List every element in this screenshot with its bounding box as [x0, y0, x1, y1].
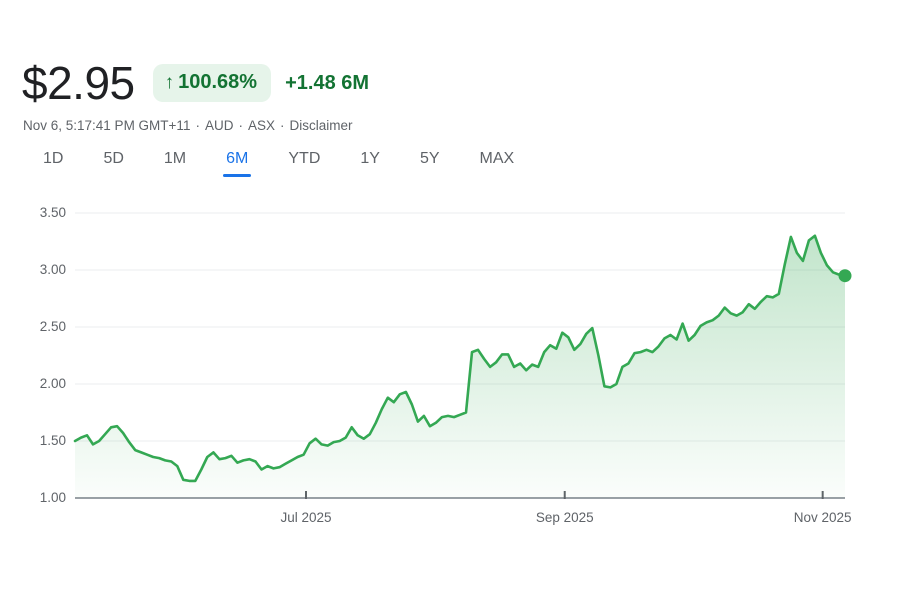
- chart-plot-area[interactable]: [0, 195, 900, 555]
- y-axis-label: 2.00: [39, 376, 66, 391]
- y-axis-label: 1.00: [39, 490, 66, 505]
- current-price: $2.95: [22, 57, 135, 109]
- quote-meta: Nov 6, 5:17:41 PM GMT+11 · AUD · ASX · D…: [23, 118, 353, 133]
- absolute-change-value: +1.48: [285, 71, 336, 94]
- tab-5y[interactable]: 5Y: [419, 150, 440, 167]
- price-header: $2.95 ↑ 100.68% +1.48 6M: [22, 56, 369, 110]
- percent-change-badge: ↑ 100.68%: [152, 64, 272, 102]
- tab-6m[interactable]: 6M: [223, 150, 252, 177]
- absolute-change: +1.48 6M: [285, 72, 369, 95]
- y-axis-label: 3.50: [39, 205, 66, 220]
- y-axis-label: 2.50: [39, 319, 66, 334]
- time-range-tabs: 1D 5D 1M 6M YTD 1Y 5Y MAX: [43, 150, 514, 177]
- tab-1d[interactable]: 1D: [43, 150, 64, 167]
- x-axis-label: Sep 2025: [535, 510, 594, 525]
- price-area-fill: [75, 235, 845, 499]
- x-axis-label: Nov 2025: [793, 510, 852, 525]
- percent-change-value: 100.68%: [178, 71, 258, 93]
- disclaimer-link[interactable]: Disclaimer: [289, 118, 353, 133]
- tab-max[interactable]: MAX: [479, 150, 515, 167]
- tab-ytd[interactable]: YTD: [288, 150, 321, 167]
- y-axis-label: 1.50: [39, 433, 66, 448]
- price-chart: 1.00 1.50 2.00 2.50 3.00 3.50 Jul 2025 Sep 2025…: [0, 195, 900, 555]
- tab-1m[interactable]: 1M: [163, 150, 187, 167]
- tab-5d[interactable]: 5D: [103, 150, 124, 167]
- tab-1y[interactable]: 1Y: [360, 150, 380, 167]
- quote-currency: AUD: [204, 118, 234, 133]
- up-arrow-icon: ↑: [164, 71, 175, 93]
- separator: ·: [279, 118, 285, 133]
- separator: ·: [195, 118, 200, 133]
- last-price-marker: [838, 269, 852, 283]
- quote-exchange: ASX: [247, 118, 275, 133]
- change-period: 6M: [341, 71, 370, 94]
- x-axis-label: Jul 2025: [280, 510, 332, 525]
- separator: ·: [238, 118, 243, 133]
- y-axis-label: 3.00: [39, 262, 66, 277]
- price-line: [73, 234, 847, 483]
- quote-timestamp: Nov 6, 5:17:41 PM GMT+11: [23, 118, 191, 133]
